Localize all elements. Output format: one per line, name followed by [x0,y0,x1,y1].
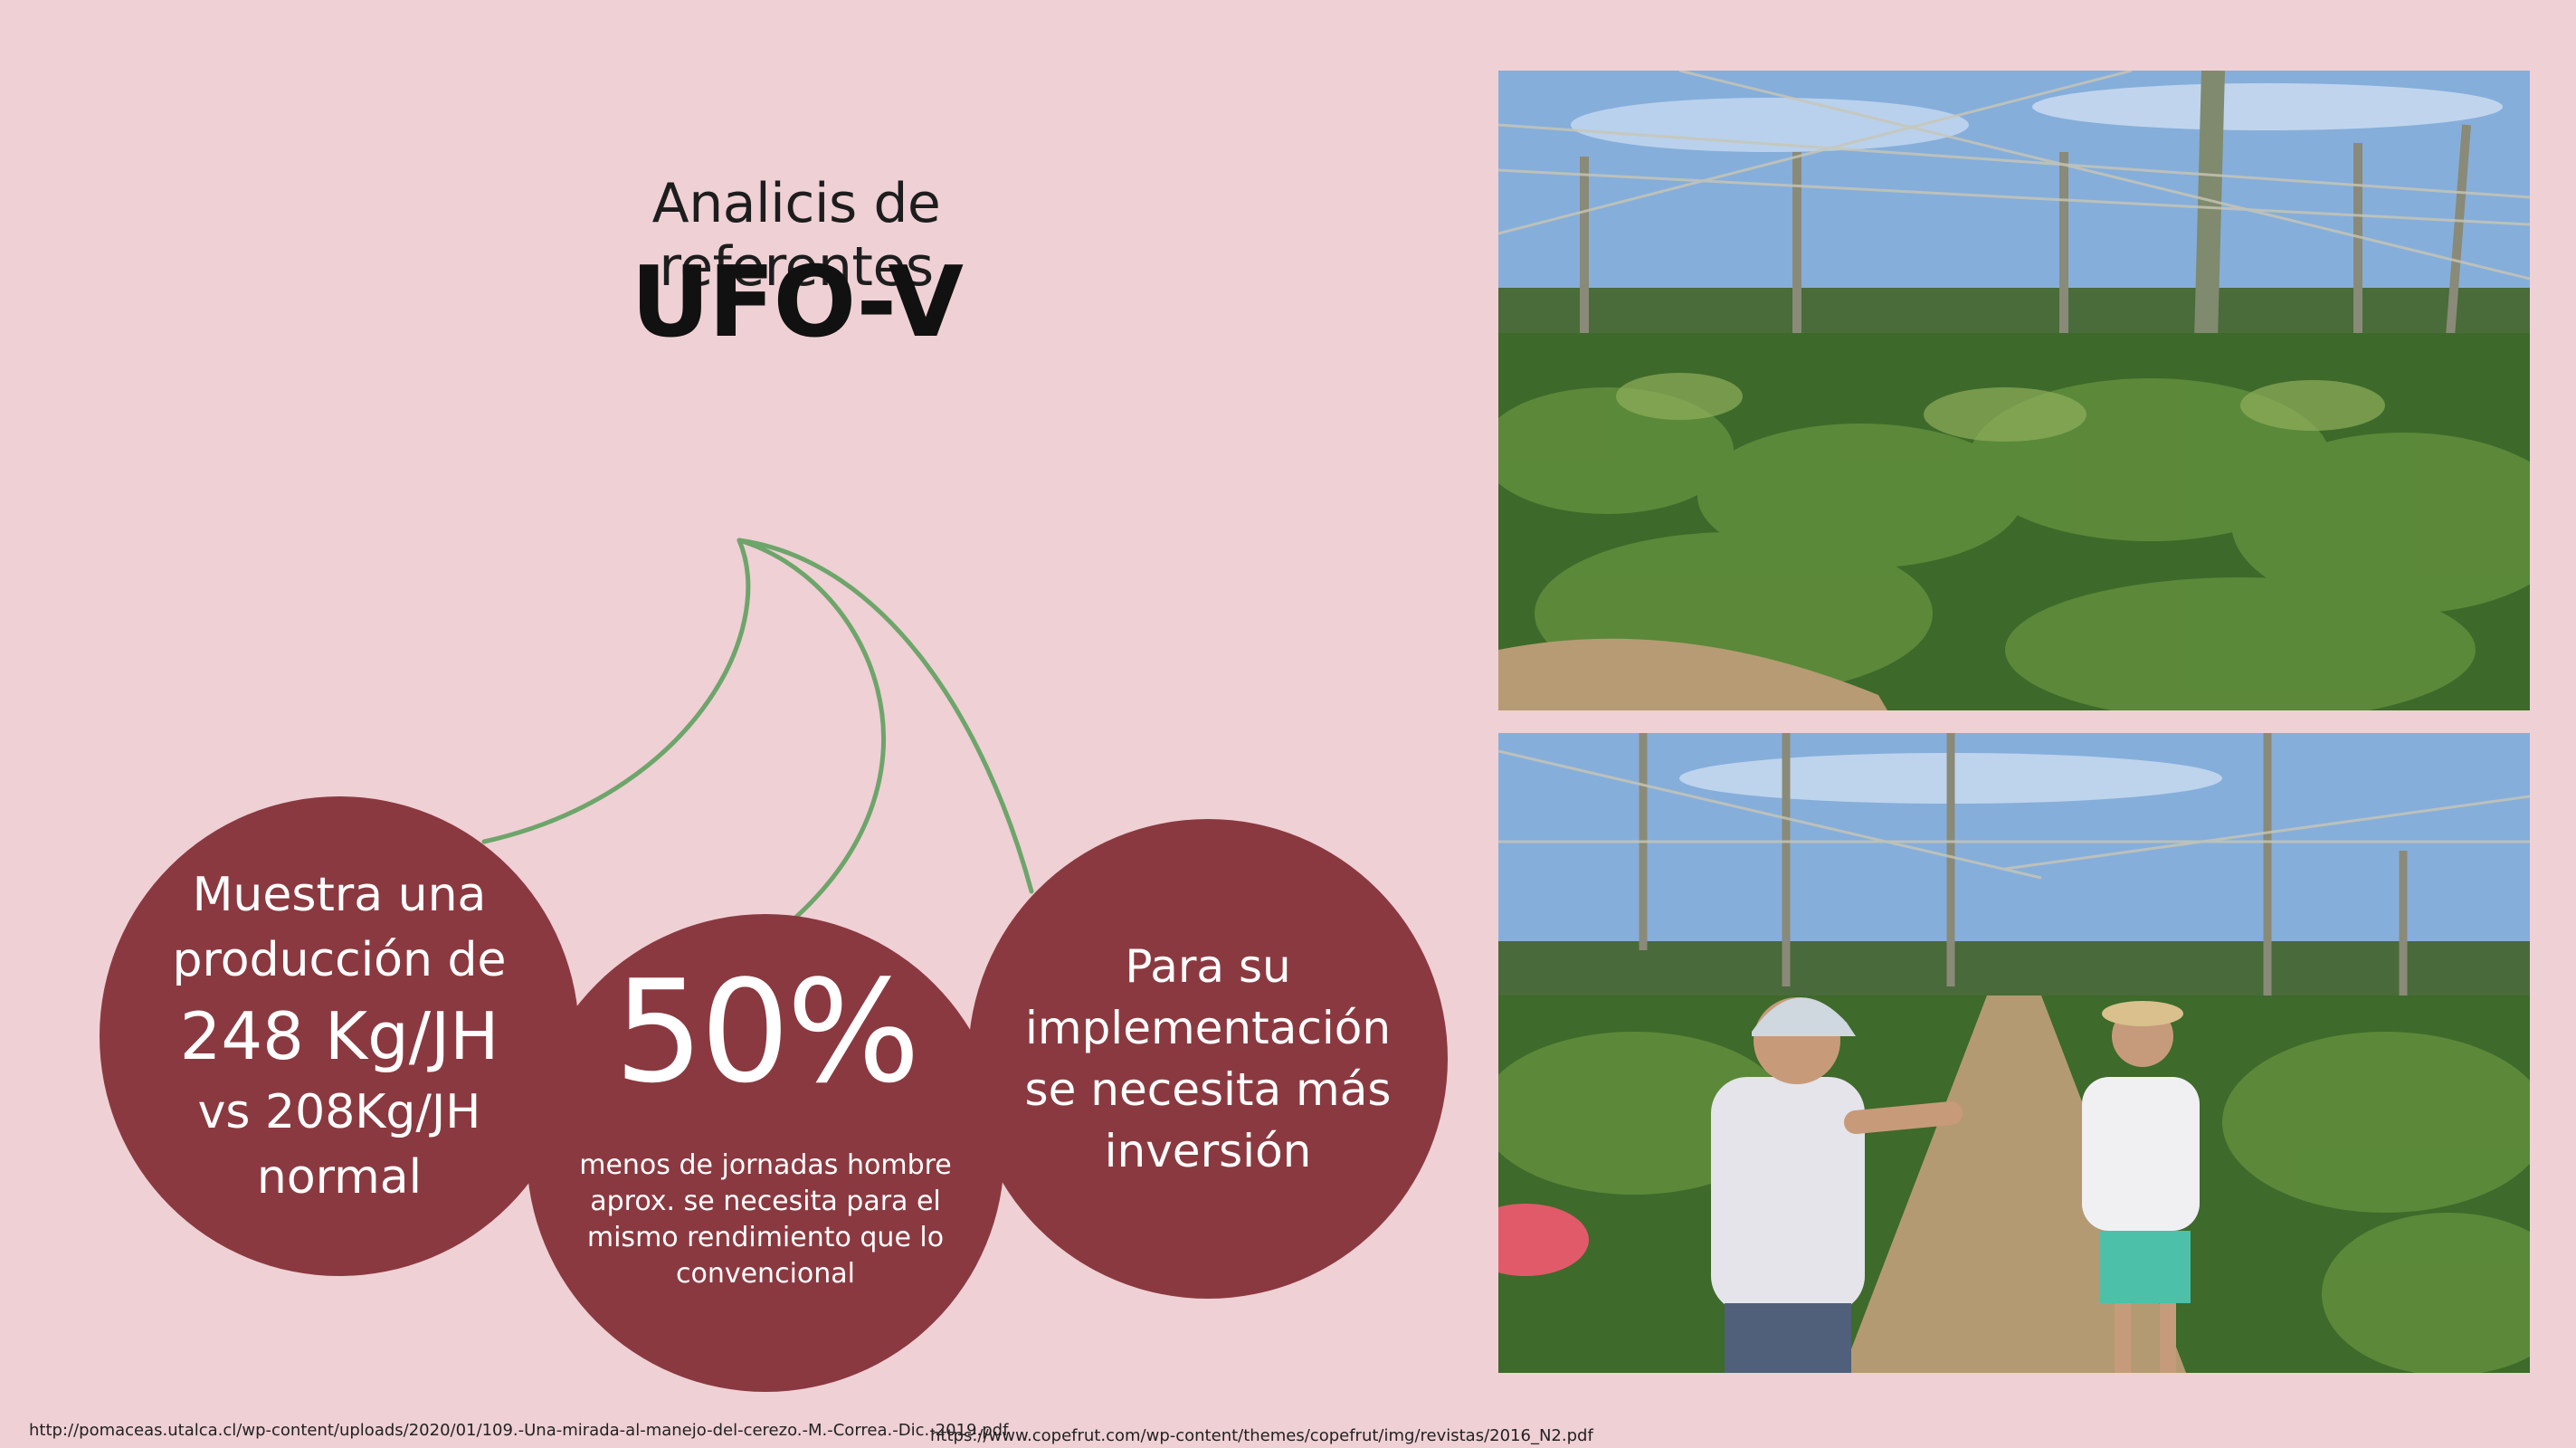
stem-right [737,538,1034,894]
orchard-illustration-bottom [1498,733,2530,1373]
investment-circle: Para su implementación se necesita más i… [968,819,1448,1299]
reference-left[interactable]: http://pomaceas.utalca.cl/wp-content/upl… [29,1421,1009,1440]
labor-description: menos de jornadas hombre aprox. se neces… [579,1149,952,1290]
person-right [2082,1001,2200,1373]
person-left [1711,997,1963,1373]
production-line-3: vs 208Kg/JH [197,1085,481,1139]
orchard-illustration-top [1498,71,2530,710]
stem-middle [737,538,886,921]
production-line-2: producción de [172,933,507,987]
page-title: UFO-V [631,246,964,359]
production-line-1: Muestra una [192,868,487,922]
stem-left [481,538,751,844]
orchard-photo-bottom [1498,733,2530,1373]
investment-text: Para su implementación se necesita más i… [1024,940,1392,1177]
production-circle: Muestra una producción de 248 Kg/JH vs 2… [100,796,579,1276]
page-subtitle: Analicis de referentes [651,172,941,299]
labor-percent: 50% [613,949,921,1114]
orchard-photo-top [1498,71,2530,710]
production-line-4: normal [256,1150,423,1205]
production-highlight: 248 Kg/JH [179,998,499,1074]
reference-right[interactable]: https://www.copefrut.com/wp-content/them… [930,1426,1593,1445]
labor-circle: 50% menos de jornadas hombre aprox. se n… [527,914,1004,1392]
